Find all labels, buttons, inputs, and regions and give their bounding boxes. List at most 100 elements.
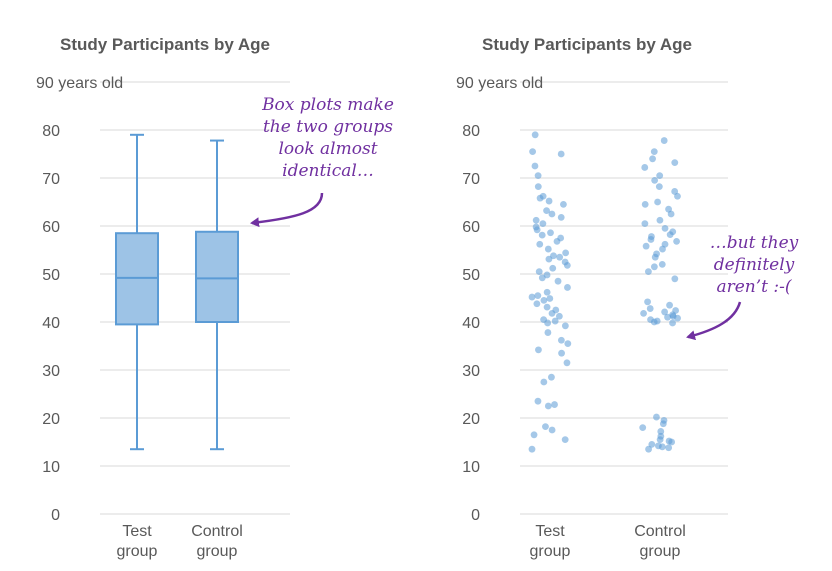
x-category-label: group: [117, 543, 158, 560]
x-category-label: group: [530, 543, 571, 560]
data-points: [528, 131, 681, 453]
data-point: [555, 312, 563, 320]
y-tick-label: 40: [42, 315, 60, 332]
y-axis-ticks: 0 10 20 30 40 50 60 70 80 90 years old: [456, 75, 543, 524]
x-category-label: group: [640, 543, 681, 560]
y-tick-label: 20: [42, 411, 60, 428]
data-point: [650, 148, 658, 156]
y-tick-label: 0: [471, 507, 480, 524]
data-point: [531, 162, 539, 170]
annotation-arrow-left: [250, 192, 324, 228]
annotation-line: …but they: [710, 233, 799, 253]
data-point: [562, 249, 570, 257]
data-point: [665, 444, 673, 452]
data-point: [561, 436, 569, 443]
data-point: [542, 423, 549, 431]
data-point: [642, 242, 650, 250]
data-point: [548, 426, 556, 434]
data-point: [664, 313, 671, 321]
data-point: [660, 137, 668, 144]
y-gridlines: [520, 81, 728, 515]
x-category-label: Control: [634, 523, 686, 540]
box-iqr: [195, 230, 239, 323]
chart-title: Study Participants by Age: [482, 35, 692, 54]
data-point: [655, 183, 663, 191]
annotation-line: identical…: [282, 161, 374, 181]
box-plot-panel: Study Participants by Age 0 10 20 30 40 50 60 7…: [36, 35, 394, 560]
data-point: [561, 322, 569, 330]
data-point: [672, 307, 680, 314]
y-tick-label: 0: [51, 507, 60, 524]
data-point: [531, 131, 539, 139]
data-point: [551, 401, 558, 408]
data-point: [536, 240, 544, 248]
data-point: [544, 245, 552, 253]
chart-title: Study Participants by Age: [60, 35, 270, 54]
data-point: [539, 220, 547, 228]
y-tick-label: 50: [462, 267, 480, 284]
data-point: [532, 216, 540, 224]
data-point: [654, 198, 661, 206]
data-point: [657, 432, 665, 440]
y-tick-label: 50: [42, 267, 60, 284]
data-point: [528, 445, 536, 453]
data-point: [671, 159, 679, 167]
data-point: [557, 336, 565, 344]
boxes: [115, 133, 239, 451]
data-point: [564, 340, 572, 347]
data-point: [546, 295, 554, 302]
data-point: [661, 240, 669, 248]
y-axis-ticks: 0 10 20 30 40 50 60 70 80 90 years old: [36, 75, 123, 524]
data-point: [551, 317, 559, 325]
data-point: [540, 378, 548, 386]
data-point: [540, 316, 548, 323]
y-tick-label: 70: [462, 171, 480, 188]
annotation-line: Box plots make: [261, 95, 394, 115]
y-tick-label: 70: [42, 171, 60, 188]
data-point: [657, 428, 665, 435]
annotation-line: look almost: [278, 139, 377, 159]
y-tick-label: 60: [462, 219, 480, 236]
data-point: [666, 301, 673, 309]
x-axis-categories: Test group Control group: [530, 523, 686, 560]
x-category-label: Test: [535, 523, 565, 540]
x-category-label: Control: [191, 523, 243, 540]
data-point: [564, 284, 571, 291]
data-point: [647, 316, 654, 323]
data-point: [645, 268, 652, 275]
y-tick-label: 10: [462, 459, 480, 476]
data-point: [534, 292, 542, 299]
data-point: [554, 277, 562, 285]
data-point: [552, 306, 560, 314]
y-tick-label: 20: [462, 411, 480, 428]
strip-plot-panel: Study Participants by Age 0 10 20 30 40 50 60 7…: [456, 35, 799, 560]
data-point: [648, 233, 655, 240]
data-point: [558, 349, 565, 357]
data-point: [641, 220, 649, 228]
data-point: [665, 205, 672, 213]
data-point: [658, 261, 666, 268]
data-point: [661, 225, 669, 232]
data-point: [654, 442, 662, 450]
data-point: [533, 300, 541, 308]
data-point: [534, 183, 542, 191]
data-point: [653, 317, 661, 325]
data-point: [665, 437, 673, 445]
data-point: [653, 413, 660, 421]
data-point: [561, 258, 569, 266]
y-tick-label: 90 years old: [456, 75, 543, 92]
data-point: [535, 268, 543, 275]
data-point: [557, 150, 565, 158]
data-point: [547, 229, 554, 237]
data-point: [649, 155, 656, 163]
data-point: [640, 309, 647, 317]
annotation-line: the two groups: [263, 117, 393, 137]
y-tick-label: 30: [42, 363, 60, 380]
data-point: [641, 164, 649, 171]
data-point: [529, 148, 537, 156]
y-tick-label: 60: [42, 219, 60, 236]
data-point: [671, 188, 679, 195]
data-point: [532, 223, 540, 231]
data-point: [651, 177, 659, 184]
